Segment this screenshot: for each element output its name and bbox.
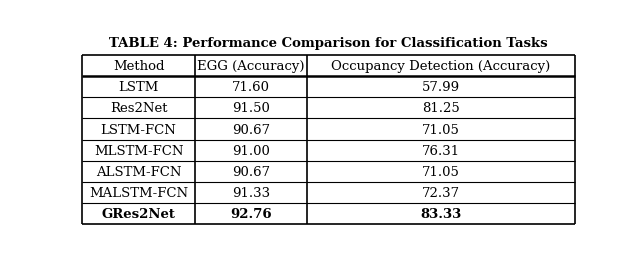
Text: 57.99: 57.99 (422, 81, 460, 94)
Text: 90.67: 90.67 (232, 123, 270, 136)
Text: ALSTM-FCN: ALSTM-FCN (96, 165, 181, 178)
Text: TABLE 4: Performance Comparison for Classification Tasks: TABLE 4: Performance Comparison for Clas… (109, 37, 547, 50)
Text: 71.05: 71.05 (422, 123, 460, 136)
Text: 91.33: 91.33 (232, 186, 270, 199)
Text: GRes2Net: GRes2Net (102, 207, 175, 220)
Text: LSTM-FCN: LSTM-FCN (100, 123, 177, 136)
Text: 90.67: 90.67 (232, 165, 270, 178)
Text: Res2Net: Res2Net (110, 102, 168, 115)
Text: 81.25: 81.25 (422, 102, 460, 115)
Text: Occupancy Detection (Accuracy): Occupancy Detection (Accuracy) (332, 60, 550, 73)
Text: 83.33: 83.33 (420, 207, 461, 220)
Text: MLSTM-FCN: MLSTM-FCN (94, 144, 184, 157)
Text: 72.37: 72.37 (422, 186, 460, 199)
Text: 71.60: 71.60 (232, 81, 270, 94)
Text: 92.76: 92.76 (230, 207, 272, 220)
Text: EGG (Accuracy): EGG (Accuracy) (197, 60, 305, 73)
Text: 71.05: 71.05 (422, 165, 460, 178)
Text: 76.31: 76.31 (422, 144, 460, 157)
Text: MALSTM-FCN: MALSTM-FCN (89, 186, 188, 199)
Text: 91.50: 91.50 (232, 102, 270, 115)
Text: Method: Method (113, 60, 164, 73)
Text: LSTM: LSTM (118, 81, 159, 94)
Text: 91.00: 91.00 (232, 144, 270, 157)
